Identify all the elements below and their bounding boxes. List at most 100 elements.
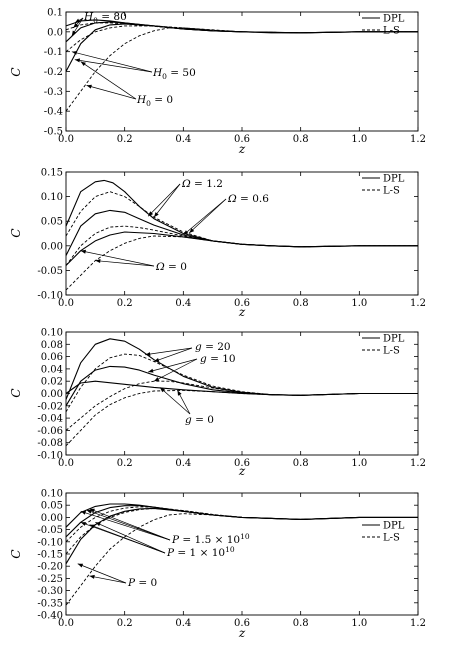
annotation-arrow: [153, 183, 181, 218]
arrowhead: [73, 22, 79, 28]
arrowhead: [86, 84, 92, 89]
plot-frame: [65, 492, 419, 616]
arrowhead: [159, 387, 165, 393]
y-tick-label: 0.02: [41, 377, 63, 388]
annotation-arrow: [74, 59, 153, 73]
annotation-arrow: [80, 510, 171, 541]
legend-label: L-S: [383, 26, 400, 37]
arrowhead: [154, 377, 160, 382]
chart-panel-4: 0.0 0.2 0.4 0.6 0.8 1.0 1.20.100.050.00-0.05-0…: [9, 489, 426, 641]
curve-annotation: Ω = 0.6: [227, 193, 269, 205]
x-tick-label: 0.8: [293, 618, 309, 629]
series-line-6-dashed: [65, 27, 418, 112]
annotation-arrow: [89, 508, 171, 541]
curve-annotation: g = 10: [200, 353, 236, 365]
x-tick-label: 0.0: [58, 298, 74, 309]
y-tick-label: 0.10: [41, 489, 63, 500]
y-tick-label: 0.00: [41, 513, 63, 524]
annotation-arrow: [77, 563, 127, 584]
x-tick-label: 0.8: [293, 298, 309, 309]
arrowhead: [80, 249, 86, 254]
arrowhead: [89, 524, 95, 529]
x-tick-label: 1.0: [351, 618, 367, 629]
curve-annotation: P = 1 × 1010: [166, 545, 235, 559]
y-tick-label: 0.05: [41, 501, 63, 512]
chart-panel-2: 0.0 0.2 0.4 0.6 0.8 1.0 1.2 0.15 0.10 0.05 0.00 -0.…: [9, 168, 426, 320]
y-tick-label: -0.08: [37, 438, 63, 449]
y-tick-label: 0.05: [41, 217, 63, 228]
y-tick-label: 0.10: [41, 192, 63, 203]
annotation-arrow: [148, 358, 198, 373]
legend-label: L-S: [383, 346, 400, 357]
y-tick-label: -0.06: [37, 426, 63, 437]
arrowhead: [89, 508, 95, 513]
x-tick-label: 0.6: [234, 458, 250, 469]
y-tick-label: -0.05: [37, 266, 63, 277]
arrowhead: [80, 522, 86, 526]
x-tick-label: 0.2: [117, 618, 133, 629]
y-axis-label: C: [9, 549, 23, 558]
series-line-3-solid: [65, 23, 418, 72]
x-tick-label: 0.8: [293, 458, 309, 469]
series-line-2-dashed: [65, 191, 418, 248]
curve-annotation: P = 1.5 × 1010: [171, 532, 250, 546]
x-tick-label: 0.4: [175, 458, 191, 469]
legend-label: L-S: [383, 533, 400, 544]
y-tick-label: 0.06: [41, 352, 63, 363]
x-axis-label: z: [238, 305, 246, 319]
series-line-5-dashed: [65, 25, 418, 53]
x-tick-label: 0.0: [58, 134, 74, 145]
x-tick-label: 1.0: [351, 298, 367, 309]
curve-annotation: g = 0: [185, 414, 214, 426]
arrowhead: [77, 563, 84, 568]
x-tick-label: 1.0: [351, 458, 367, 469]
arrowhead: [154, 358, 160, 362]
x-tick-label: 0.0: [58, 458, 74, 469]
legend-label: DPL: [383, 334, 405, 345]
annotation-arrow: [86, 509, 171, 541]
curve-annotation: H0 = 0: [136, 94, 173, 108]
chart-panel-1: 0.0 0.2 0.4 0.6 0.8 1.0 1.2 0.1 0.0 -0.1 -0.2 -0.3 -…: [9, 8, 426, 157]
x-tick-label: 0.4: [175, 618, 191, 629]
x-axis-label: z: [238, 142, 246, 156]
y-axis-label: C: [9, 388, 23, 397]
annotation-arrow: [95, 521, 166, 554]
annotation-arrow: [89, 575, 127, 584]
series-line-6-dashed: [65, 389, 418, 447]
y-tick-label: -0.30: [37, 586, 63, 597]
legend-label: DPL: [383, 14, 405, 25]
x-tick-label: 1.2: [410, 458, 426, 469]
y-tick-label: -0.4: [44, 107, 63, 118]
x-tick-label: 1.2: [410, 298, 426, 309]
y-tick-label: -0.40: [37, 611, 63, 622]
y-tick-label: 0.0: [47, 27, 63, 38]
arrowhead: [189, 228, 195, 233]
arrowhead: [71, 51, 78, 55]
y-tick-label: -0.35: [37, 598, 63, 609]
chart-panel-3: 0.0 0.2 0.4 0.6 0.8 1.0 1.2 0.100.080.060.04 0.0…: [9, 328, 426, 479]
annotation-arrow: [153, 358, 198, 382]
arrowhead: [145, 352, 151, 356]
x-tick-label: 1.0: [351, 134, 367, 145]
curve-annotation: H0 = 80: [83, 11, 127, 25]
y-axis-label: C: [9, 67, 23, 76]
y-tick-label: -0.04: [37, 414, 63, 425]
y-tick-label: -0.5: [44, 127, 63, 138]
x-axis-label: z: [238, 626, 246, 640]
x-tick-label: 0.6: [234, 618, 250, 629]
y-tick-label: -0.20: [37, 562, 63, 573]
arrowhead: [148, 211, 154, 217]
arrowhead: [71, 30, 77, 36]
annotation-arrow: [183, 198, 227, 236]
arrowhead: [80, 510, 86, 515]
series-line-2-dashed: [65, 353, 418, 413]
annotation-arrow: [89, 524, 166, 554]
curve-annotation: H0 = 50: [152, 67, 196, 81]
y-tick-label: 0.15: [41, 168, 63, 179]
arrowhead: [183, 230, 189, 235]
x-tick-label: 1.2: [410, 618, 426, 629]
x-tick-label: 0.2: [117, 134, 133, 145]
curve-annotation: Ω = 0: [155, 261, 187, 273]
annotation-arrow: [95, 260, 155, 267]
